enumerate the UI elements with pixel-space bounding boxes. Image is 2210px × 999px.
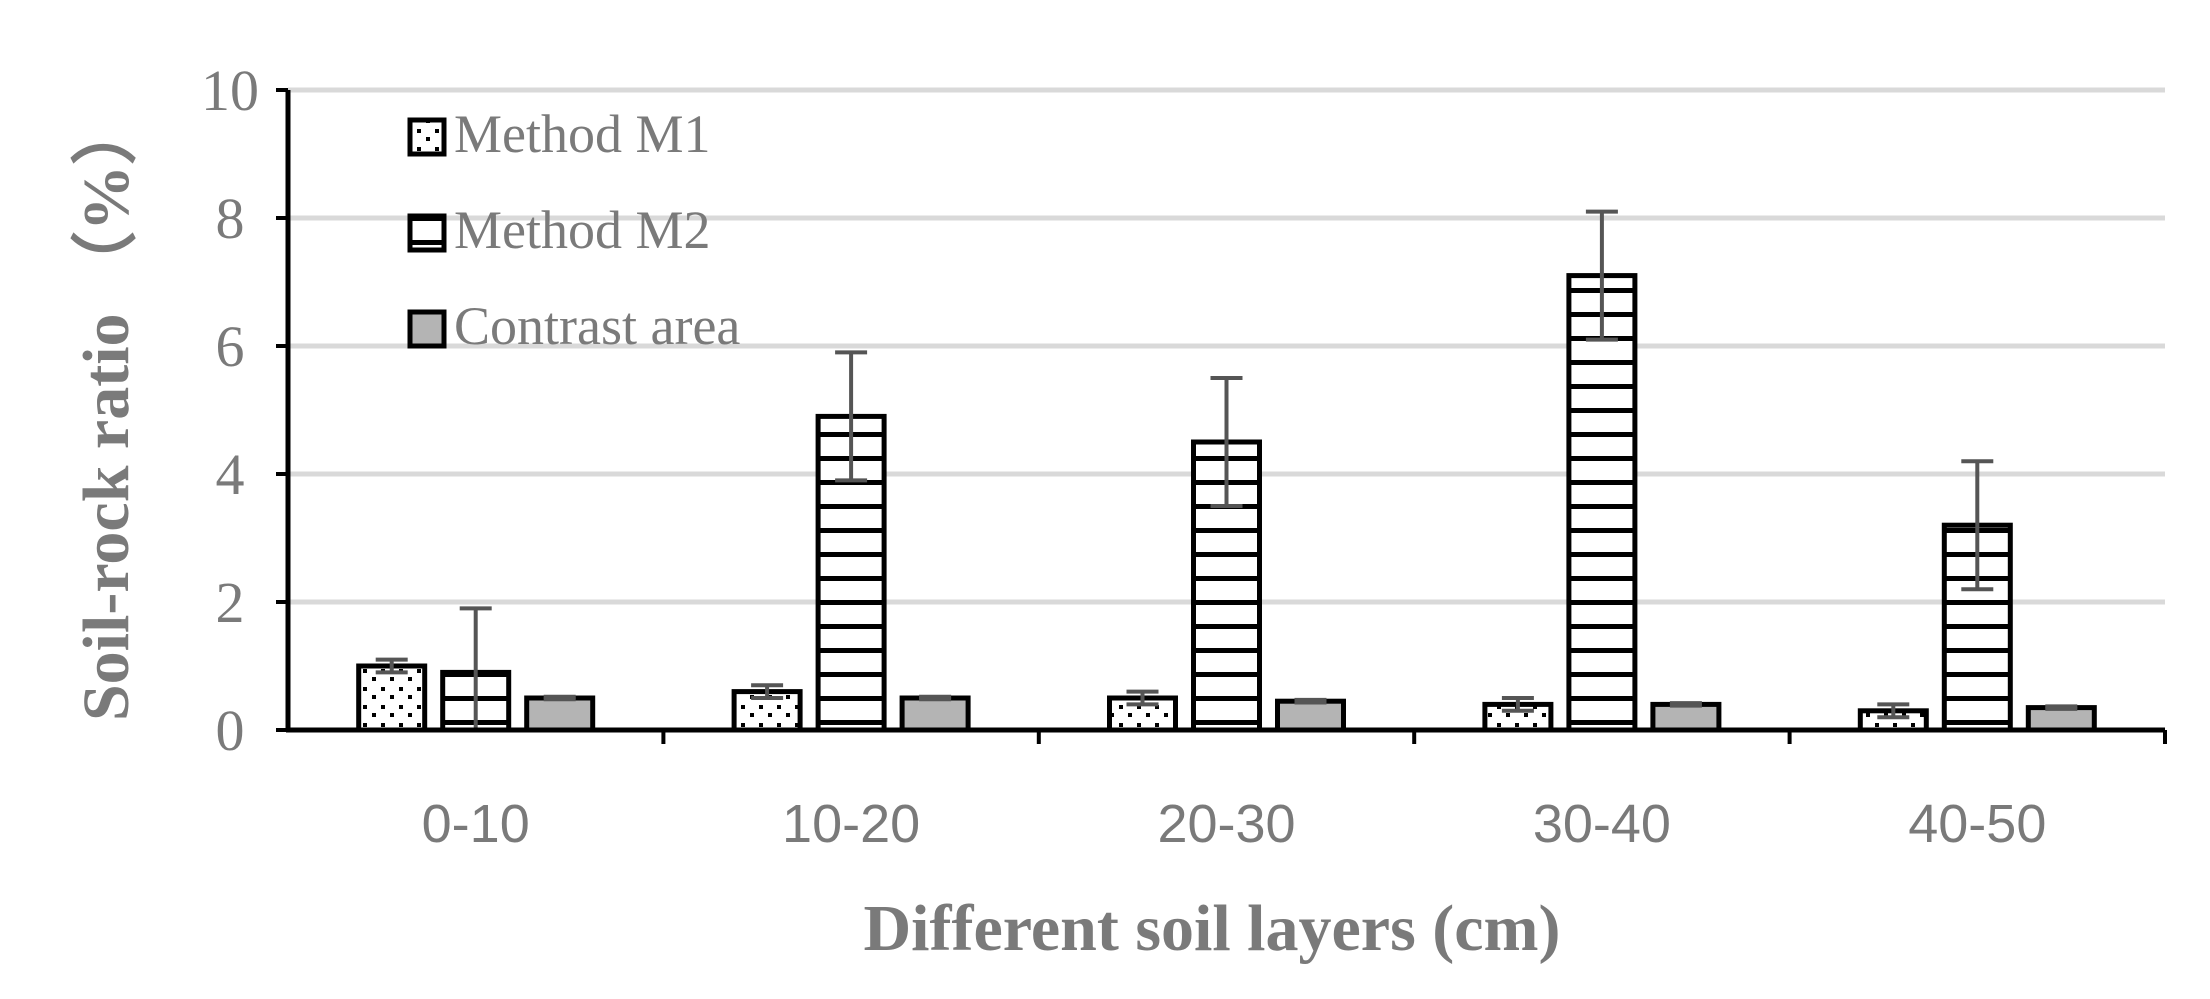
legend-item-method-m2: Method M2 — [407, 200, 711, 260]
legend-swatch — [407, 117, 447, 157]
x-tick-label-30-40: 30-40 — [1533, 794, 1671, 854]
error-bar-method-m1-10-20 — [751, 683, 784, 700]
error-bar-method-m1-20-30 — [1126, 689, 1159, 707]
error-bar-method-m1-30-40 — [1501, 696, 1534, 713]
x-axis-title: Different soil layers (cm) — [863, 892, 1560, 965]
bar-contrast-area-0-10 — [524, 695, 596, 733]
y-tick-label-6: 6 — [216, 314, 245, 379]
error-bar-contrast-area-20-30 — [1294, 697, 1327, 705]
y-tick-label-4: 4 — [216, 442, 245, 507]
x-tick-label-20-30: 20-30 — [1157, 794, 1295, 854]
tick-labels: 0 2 4 6 8 10 0-10 10-20 20-30 30-40 40-50 — [201, 58, 2046, 854]
y-tick-label-2: 2 — [216, 570, 245, 635]
error-bar-contrast-area-30-40 — [1669, 701, 1702, 708]
bar-contrast-area-30-40 — [1650, 701, 1722, 733]
legend-label: Contrast area — [454, 296, 740, 356]
x-tick-label-10-20: 10-20 — [782, 794, 920, 854]
y-tick-label-10: 10 — [201, 58, 259, 123]
bar-method-m1-0-10 — [356, 663, 428, 733]
x-tick-label-0-10: 0-10 — [422, 794, 530, 854]
error-bar-method-m2-30-40 — [1585, 209, 1618, 342]
bar-contrast-area-20-30 — [1275, 698, 1346, 733]
error-bar-contrast-area-0-10 — [543, 694, 576, 702]
legend-label: Method M1 — [454, 104, 711, 164]
bar-method-m2-30-40 — [1566, 273, 1638, 733]
error-bar-method-m2-40-50 — [1961, 459, 1994, 592]
x-tick-label-40-50: 40-50 — [1908, 794, 2046, 854]
legend-swatch — [407, 213, 447, 253]
legend-swatch — [407, 309, 447, 349]
error-bar-method-m2-0-10 — [459, 606, 492, 730]
error-bar-contrast-area-40-50 — [2045, 704, 2078, 711]
y-axis-title: Soil-rock ratio （%） — [69, 99, 143, 721]
legend-label: Method M2 — [454, 200, 711, 260]
legend-item-contrast-area: Contrast area — [407, 296, 740, 356]
legend: Method M1 Method M2 Contrast area — [407, 104, 740, 356]
legend-item-method-m1: Method M1 — [407, 104, 711, 164]
error-bar-method-m1-40-50 — [1877, 702, 1910, 720]
error-bar-method-m2-10-20 — [835, 350, 868, 483]
axes — [276, 88, 2167, 744]
error-bars — [375, 209, 2078, 730]
grid-lines — [288, 87, 2165, 605]
error-bar-contrast-area-10-20 — [919, 694, 952, 702]
error-bar-method-m2-20-30 — [1210, 376, 1243, 508]
bar-contrast-area-40-50 — [2025, 705, 2097, 733]
bar-contrast-area-10-20 — [899, 695, 971, 733]
y-tick-label-0: 0 — [216, 698, 245, 763]
error-bar-method-m1-0-10 — [375, 657, 408, 675]
y-tick-label-8: 8 — [216, 186, 245, 251]
